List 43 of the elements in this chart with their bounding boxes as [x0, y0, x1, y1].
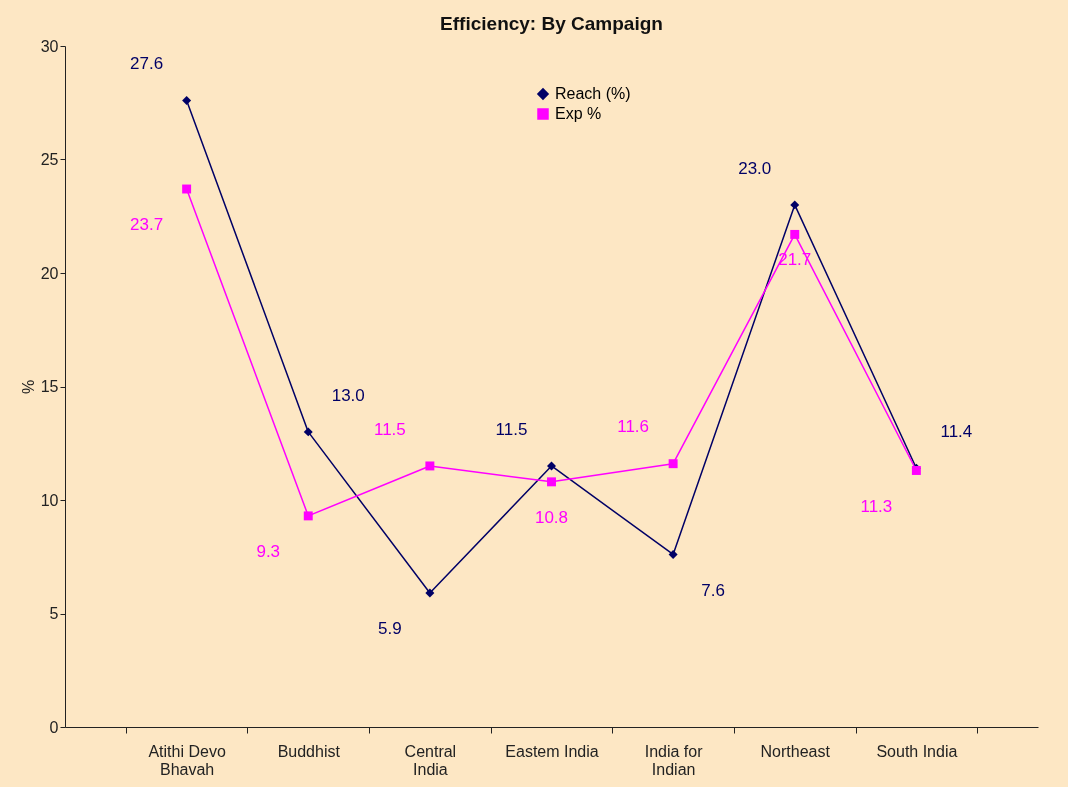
x-tick-label: Atithi Devo Bhavah — [148, 742, 226, 778]
y-tick-label: 5 — [49, 605, 59, 622]
chart-title: Efficiency: By Campaign — [440, 13, 663, 34]
point — [425, 461, 435, 471]
x-tick-label: South India — [876, 742, 958, 760]
x-tick-label: Eastem India — [505, 742, 599, 760]
y-axis-title: % — [19, 379, 37, 395]
point — [668, 550, 678, 559]
data-label: 9.3 — [256, 542, 281, 562]
legend-label: Exp % — [555, 105, 602, 122]
y-tick-label: 20 — [40, 264, 59, 282]
data-label: 10.8 — [534, 508, 569, 528]
data-label: 11.4 — [940, 421, 973, 441]
data-label: 23.7 — [130, 215, 164, 235]
point — [547, 477, 556, 487]
point — [303, 427, 313, 437]
data-label: 23.0 — [738, 158, 772, 178]
data-label: 11.6 — [617, 417, 650, 437]
point — [303, 511, 313, 521]
data-label: 27.6 — [130, 54, 164, 74]
point — [182, 96, 192, 105]
point — [425, 588, 435, 598]
data-label: 11.5 — [373, 419, 406, 439]
point — [668, 459, 678, 469]
x-tick-label: Northeast — [760, 742, 831, 760]
point — [547, 461, 556, 471]
data-label: 11.5 — [495, 419, 528, 439]
y-tick-label: 0 — [49, 718, 59, 736]
data-label: 7.6 — [701, 580, 725, 600]
legend-label: Reach (%) — [555, 85, 631, 102]
point — [790, 229, 800, 239]
x-tick-label: India for Indian — [644, 742, 704, 778]
point — [182, 184, 192, 194]
y-tick-label: 25 — [40, 151, 59, 168]
x-tick-label: Central India — [404, 742, 457, 778]
point — [790, 200, 800, 210]
data-label: 11.3 — [860, 496, 893, 516]
x-tick-label: Buddhist — [277, 742, 341, 760]
y-tick-label: 30 — [40, 37, 59, 55]
data-label: 13.0 — [331, 385, 365, 405]
data-label: 5.9 — [378, 619, 402, 639]
y-tick-label: 10 — [40, 491, 59, 509]
y-tick-label: 15 — [40, 378, 59, 395]
